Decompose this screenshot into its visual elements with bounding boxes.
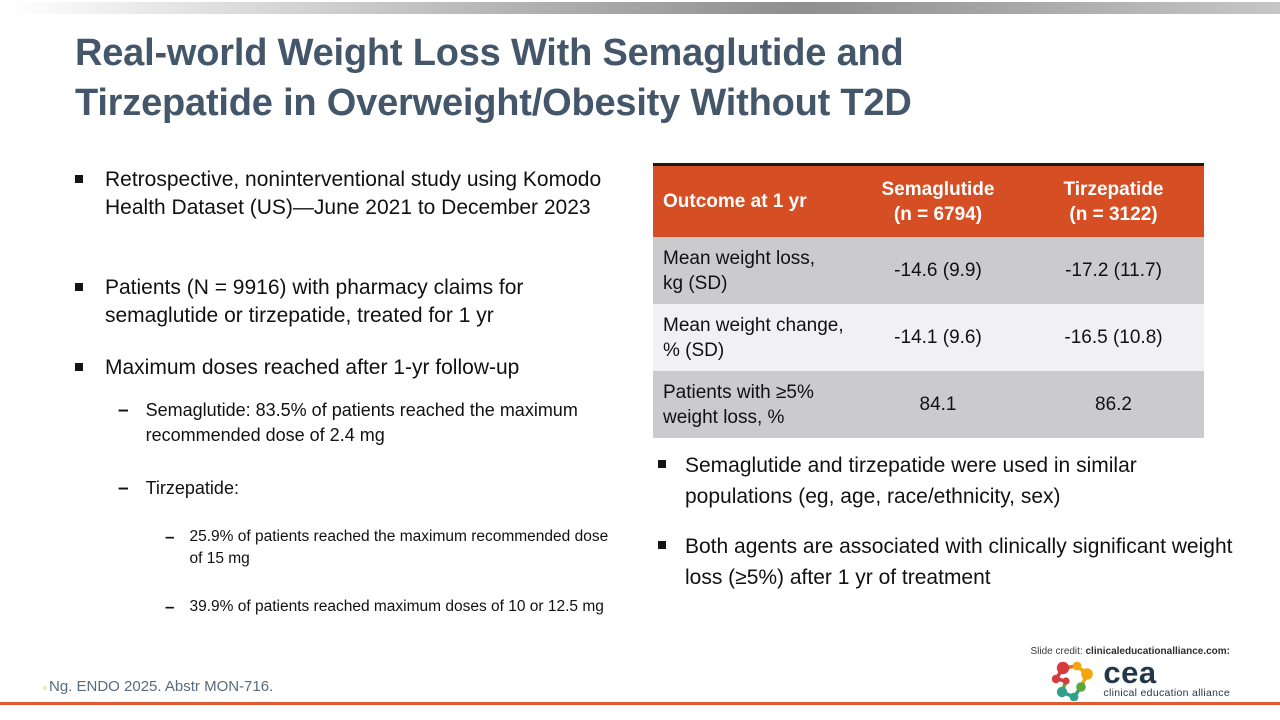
logo-text: cea clinical education alliance xyxy=(1103,655,1230,700)
citation: Ng. ENDO 2025. Abstr MON-716. xyxy=(49,678,274,695)
table-header-outcome: Outcome at 1 yr xyxy=(663,191,807,212)
bullet-square-icon xyxy=(75,175,83,183)
cell-tirzepatide: 86.2 xyxy=(1095,394,1132,415)
cell-tirzepatide: -16.5 (10.8) xyxy=(1064,327,1163,348)
slide-title-line1: Real-world Weight Loss With Semaglutide … xyxy=(75,32,904,74)
bullet-patients: Patients (N = 9916) with pharmacy claims… xyxy=(62,274,637,330)
subsubbullet-text: 25.9% of patients reached the maximum re… xyxy=(189,528,609,567)
cell-tirzepatide: -17.2 (11.7) xyxy=(1065,260,1162,281)
table-header-row: Outcome at 1 yr Semaglutide (n = 6794) T… xyxy=(653,166,1204,237)
footnote-marker xyxy=(43,686,47,690)
logo-abbr: cea xyxy=(1103,655,1157,690)
slide-title: Real-world Weight Loss With Semaglutide … xyxy=(75,28,1225,128)
bullet-text: Retrospective, noninterventional study u… xyxy=(105,168,602,219)
table-row: Patients with ≥5% weight loss, % 84.1 86… xyxy=(653,371,1204,438)
row-label: Patients with ≥5% weight loss, % xyxy=(663,381,814,428)
subbullet-text: Tirzepatide: xyxy=(145,478,239,498)
slide-credit-label: Slide credit: xyxy=(1030,646,1086,657)
slide-title-line2: Tirzepatide in Overweight/Obesity Withou… xyxy=(75,82,912,124)
bullet-clinically-significant: Both agents are associated with clinical… xyxy=(655,531,1233,593)
bullet-study-design: Retrospective, noninterventional study u… xyxy=(62,166,637,222)
bullet-text: Both agents are associated with clinical… xyxy=(685,535,1233,589)
subbullet-text: Semaglutide: 83.5% of patients reached t… xyxy=(145,400,578,445)
bullet-square-icon xyxy=(658,460,666,468)
subbullet-tirzepatide: – Tirzepatide: xyxy=(62,476,622,501)
bullet-text: Semaglutide and tirzepatide were used in… xyxy=(685,454,1137,508)
dash-icon: – xyxy=(165,527,175,546)
subsubbullet-tirzepatide-15mg: – 25.9% of patients reached the maximum … xyxy=(62,526,622,570)
dash-icon: – xyxy=(165,597,175,616)
dash-icon: – xyxy=(118,478,129,499)
table-header-tirzepatide: Tirzepatide (n = 3122) xyxy=(1063,178,1164,225)
slide-credit-domain: clinicaleducationalliance.com: xyxy=(1085,646,1231,657)
cell-semaglutide: -14.1 (9.6) xyxy=(894,327,982,348)
cell-semaglutide: -14.6 (9.9) xyxy=(894,260,982,281)
row-label: Mean weight loss, kg (SD) xyxy=(663,247,816,294)
table-row: Mean weight loss, kg (SD) -14.6 (9.9) -1… xyxy=(653,237,1204,304)
slide-credit: Slide credit: clinicaleducationalliance.… xyxy=(1030,646,1230,657)
bullet-max-doses: Maximum doses reached after 1-yr follow-… xyxy=(62,354,637,382)
bullet-square-icon xyxy=(658,541,666,549)
table-header-semaglutide: Semaglutide (n = 6794) xyxy=(881,178,995,225)
bullet-text: Maximum doses reached after 1-yr follow-… xyxy=(105,356,520,379)
row-label: Mean weight change, % (SD) xyxy=(663,314,844,361)
bullet-square-icon xyxy=(75,283,83,291)
molecule-icon xyxy=(1052,661,1094,701)
subsubbullet-tirzepatide-10-125mg: – 39.9% of patients reached maximum dose… xyxy=(62,596,622,618)
subbullet-semaglutide-dose: – Semaglutide: 83.5% of patients reached… xyxy=(62,398,622,448)
top-gradient-bar xyxy=(8,2,1280,14)
bullet-square-icon xyxy=(75,363,83,371)
subsubbullet-text: 39.9% of patients reached maximum doses … xyxy=(189,598,604,615)
bullet-similar-populations: Semaglutide and tirzepatide were used in… xyxy=(655,450,1233,512)
cea-logo: cea clinical education alliance xyxy=(1050,655,1230,701)
outcomes-table: Outcome at 1 yr Semaglutide (n = 6794) T… xyxy=(653,163,1204,438)
cell-semaglutide: 84.1 xyxy=(919,394,957,415)
bottom-accent-rule xyxy=(0,702,1280,705)
table-row: Mean weight change, % (SD) -14.1 (9.6) -… xyxy=(653,304,1204,371)
logo-tagline: clinical education alliance xyxy=(1103,687,1230,699)
bullet-text: Patients (N = 9916) with pharmacy claims… xyxy=(105,276,524,327)
dash-icon: – xyxy=(118,400,129,421)
